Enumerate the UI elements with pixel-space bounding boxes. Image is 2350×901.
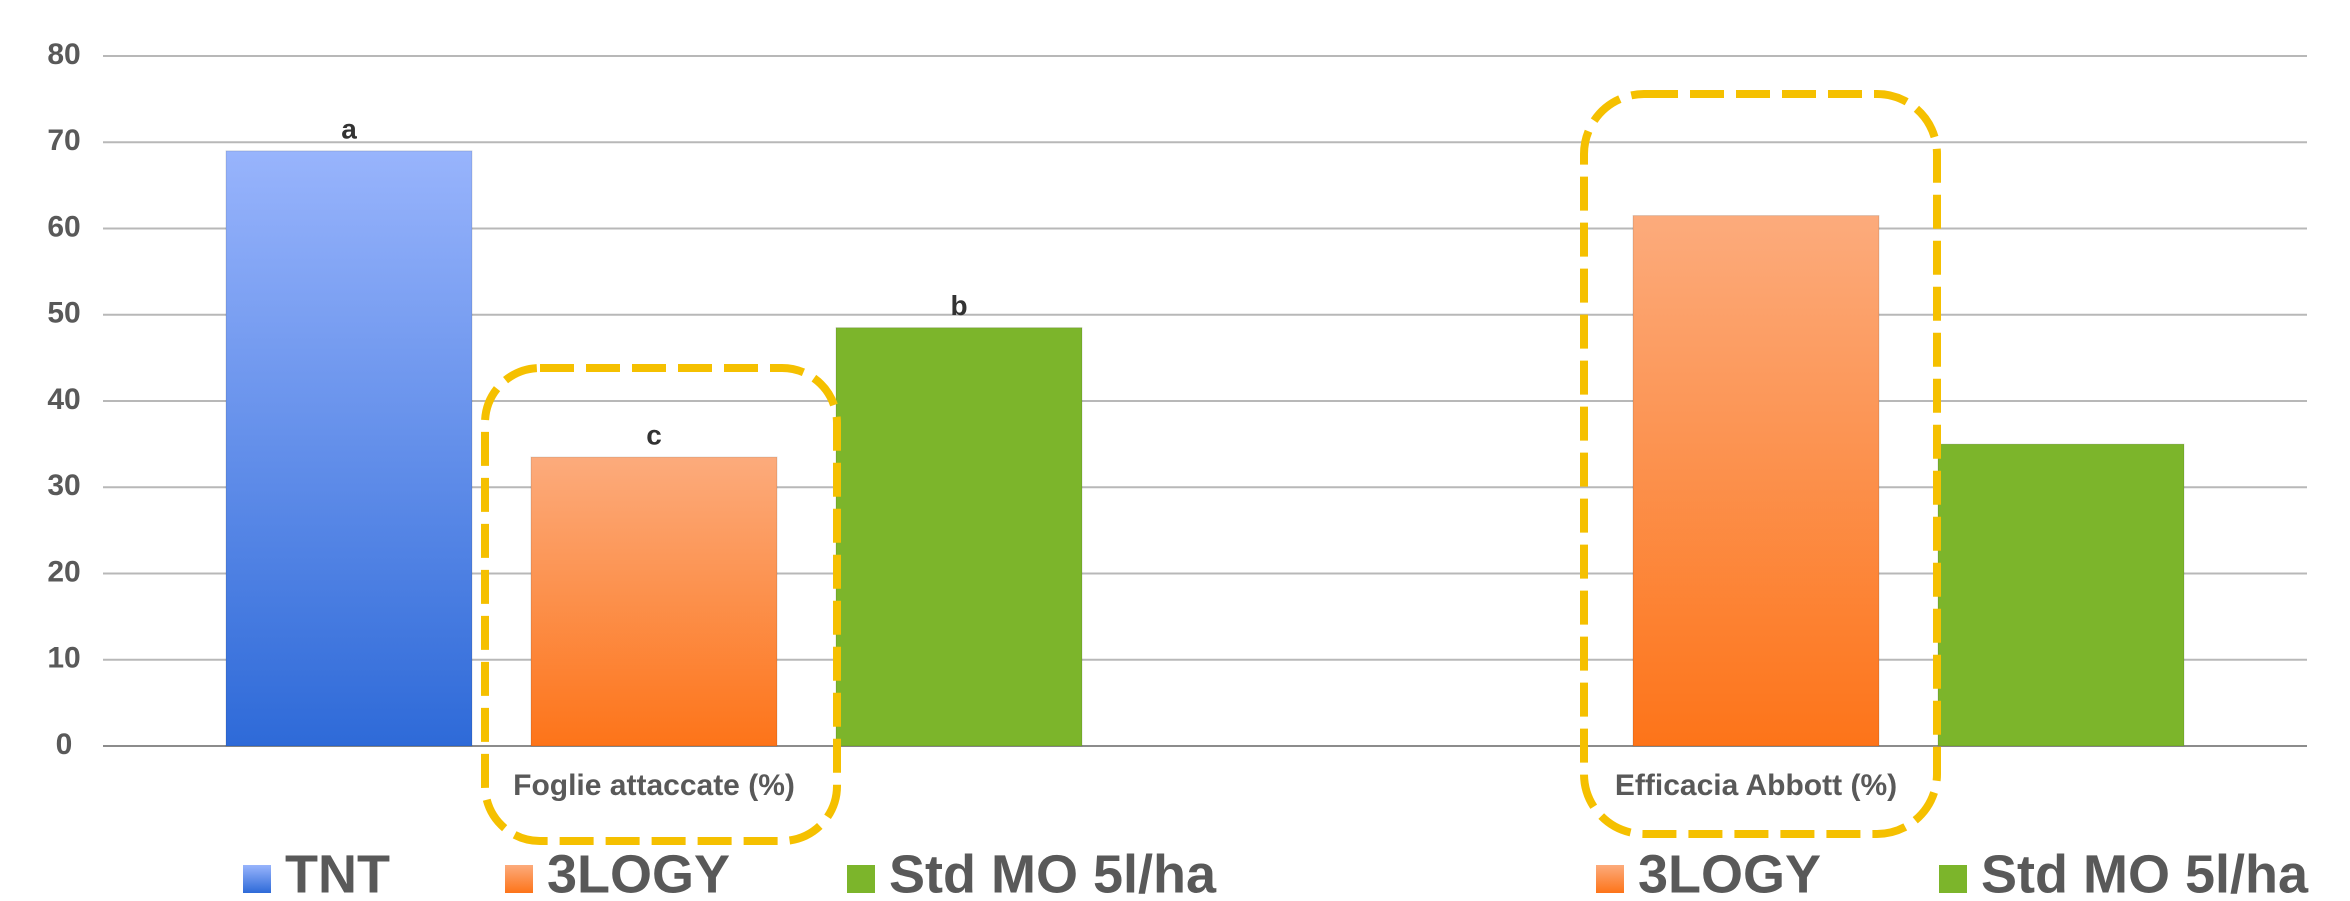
legend-marker [1596, 865, 1624, 893]
y-tick-label: 40 [47, 383, 80, 416]
legend-marker [847, 865, 875, 893]
y-tick-label: 70 [47, 124, 80, 157]
y-tick-label: 60 [47, 210, 80, 243]
significance-label: b [950, 290, 967, 321]
bar [225, 150, 473, 747]
y-tick-label: 20 [47, 555, 80, 588]
significance-label: c [646, 419, 662, 450]
plot-area: 0 10 20 30 40 50 60 70 80 Foglie attaccate (%) a c b… [47, 38, 2309, 901]
bar [530, 456, 778, 747]
y-tick-label: 0 [56, 728, 73, 761]
y-tick-label: 10 [47, 642, 80, 675]
legend-marker [1939, 865, 1967, 893]
bar [835, 327, 1083, 747]
x-tick-label: Efficacia Abbott (%) [1615, 769, 1897, 802]
legend-label: 3LOGY [547, 844, 730, 901]
x-tick-label: Foglie attaccate (%) [513, 769, 795, 802]
significance-label: a [341, 113, 357, 144]
legend-marker [505, 865, 533, 893]
legend-label: TNT [285, 844, 390, 901]
y-tick-label: 50 [47, 297, 80, 330]
legend-label: 3LOGY [1638, 844, 1821, 901]
highlight-box [1580, 90, 1941, 838]
bar [1937, 443, 2185, 747]
legend-marker [243, 865, 271, 893]
legend-label: Std MO 5l/ha [1981, 844, 2309, 901]
y-tick-label: 80 [47, 38, 80, 71]
highlight-box [481, 364, 841, 845]
legend-label: Std MO 5l/ha [889, 844, 1217, 901]
bar [1632, 215, 1880, 747]
y-tick-label: 30 [47, 469, 80, 502]
